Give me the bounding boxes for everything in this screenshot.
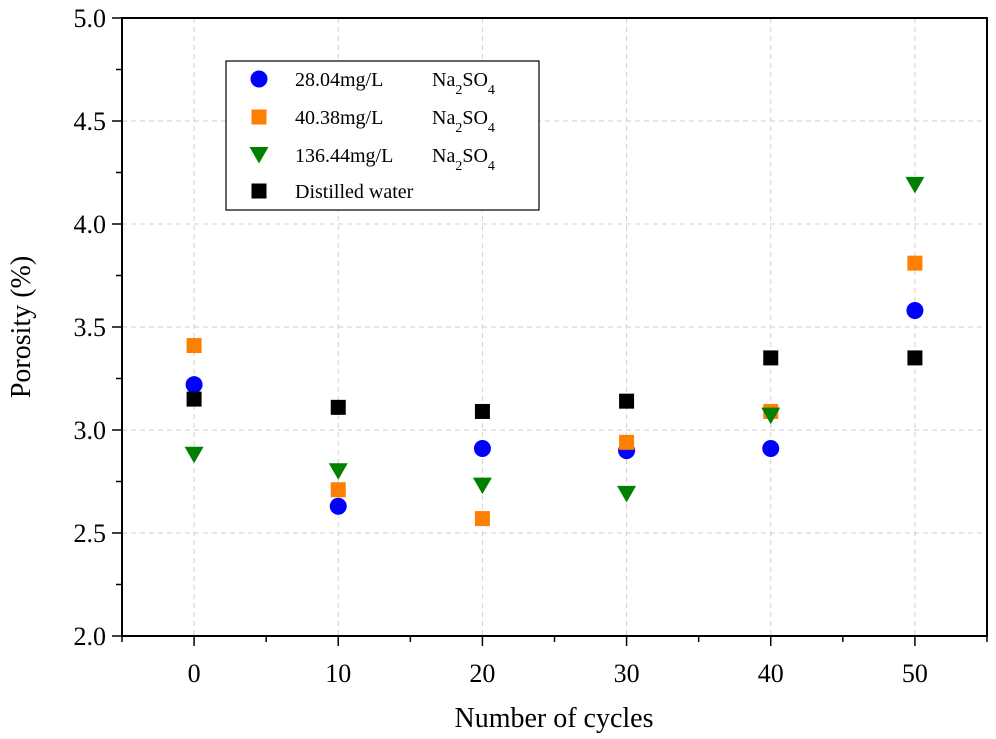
data-point-3 <box>763 350 779 366</box>
data-point-0 <box>906 302 924 320</box>
legend-label-3: Distilled water <box>295 181 414 203</box>
data-point-0 <box>473 440 491 458</box>
legend-box <box>225 60 540 211</box>
legend-label-0: 28.04mg/L <box>295 69 383 91</box>
legend-marker-0 <box>250 70 268 88</box>
legend-marker-1 <box>251 109 267 125</box>
data-point-3 <box>907 350 923 366</box>
data-point-0 <box>762 440 780 458</box>
legend: 28.04mg/L Na2SO4 40.38mg/L Na2SO4 136.44mg/L… <box>225 60 540 211</box>
data-point-3 <box>474 403 490 419</box>
data-point-1 <box>619 434 635 450</box>
data-point-1 <box>907 255 923 271</box>
legend-marker-3 <box>251 183 267 199</box>
legend-marker-2 <box>249 147 269 164</box>
data-point-0 <box>185 376 203 394</box>
x-tick-label: 50 <box>902 659 928 688</box>
y-tick-label: 2.5 <box>74 519 107 548</box>
data-point-3 <box>330 399 346 415</box>
x-tick-label: 40 <box>758 659 784 688</box>
x-tick-label: 30 <box>614 659 640 688</box>
data-point-3 <box>619 393 635 409</box>
legend-formula-2: Na2SO4 <box>432 145 495 174</box>
data-point-3 <box>186 391 202 407</box>
x-tick-label: 0 <box>188 659 201 688</box>
y-tick-label: 2.0 <box>74 622 107 651</box>
y-tick-label: 3.0 <box>74 416 107 445</box>
x-axis-title: Number of cycles <box>454 703 653 734</box>
data-points <box>184 176 925 527</box>
data-point-2 <box>184 446 204 464</box>
data-point-2 <box>328 463 348 480</box>
x-tick-label: 10 <box>325 659 351 688</box>
data-point-1 <box>330 482 346 498</box>
data-point-1 <box>474 511 490 527</box>
legend-formula-0: Na2SO4 <box>432 69 495 98</box>
legend-label-1: 40.38mg/L <box>295 107 383 129</box>
data-point-0 <box>329 497 347 515</box>
data-point-2 <box>617 485 637 503</box>
y-axis-title: Porosity (%) <box>6 256 37 398</box>
y-tick-label: 4.5 <box>74 107 107 136</box>
y-tick-label: 4.0 <box>74 210 107 239</box>
data-point-1 <box>186 338 202 354</box>
legend-formula-1: Na2SO4 <box>432 107 495 136</box>
tick-labels: 0 10 20 30 40 50 2.0 2.5 3.0 3.5 4.0 4.5 5.0 <box>74 4 928 688</box>
data-point-2 <box>905 176 925 194</box>
legend-label-2: 136.44mg/L <box>295 145 393 167</box>
axis-ticks <box>112 17 988 646</box>
data-point-2 <box>761 407 781 425</box>
y-tick-label: 3.5 <box>74 313 107 342</box>
y-tick-label: 5.0 <box>74 4 107 33</box>
x-tick-label: 20 <box>469 659 495 688</box>
data-point-2 <box>472 477 492 495</box>
